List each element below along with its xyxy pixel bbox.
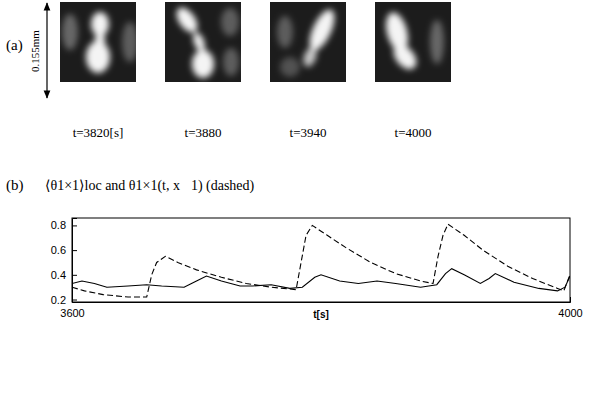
y-tick-mark [72, 250, 77, 251]
y-tick-label: 0.2 [51, 294, 66, 306]
y-tick-mark [72, 275, 77, 276]
plot-frame [72, 218, 570, 302]
y-tick: 0.8 [51, 219, 77, 231]
pattern-image [270, 2, 346, 82]
image-blob [280, 57, 300, 77]
panel-label: (b) [6, 177, 24, 194]
y-axis: 0.2 0.4 0.6 0.8 [51, 219, 77, 306]
image-blob [301, 46, 319, 69]
image-blob [192, 50, 214, 78]
image-time-label: t=3820[s] [73, 125, 124, 140]
image-blob [191, 31, 207, 53]
plot-area [72, 224, 570, 297]
pattern-image [165, 2, 241, 82]
y-axis-line [73, 219, 78, 303]
image-blobs [172, 4, 239, 78]
x-axis-line [73, 297, 571, 303]
image-time-label: t=3880 [185, 125, 222, 140]
image-time-label: t=4000 [395, 125, 432, 140]
image-ground [375, 2, 451, 82]
image-blobs [382, 10, 444, 73]
x-tick-label: 3600 [60, 307, 84, 319]
image-blob [305, 6, 340, 53]
figure: (a) 0.155mm t=3820[s] t=3880 t=3940 t=4000 (b)… [0, 0, 589, 405]
image-blob [172, 4, 201, 36]
x-tick-label: 4000 [558, 307, 582, 319]
pattern-image [375, 2, 451, 82]
y-tick-label: 0.4 [51, 269, 66, 281]
image-ground [270, 2, 346, 82]
y-tick-label: 0.8 [51, 219, 66, 231]
y-tick-mark [72, 225, 77, 226]
scale-arrow [46, 3, 47, 98]
pattern-image [60, 2, 138, 82]
image-blob [277, 16, 293, 48]
x-tick: 4000 [558, 297, 582, 319]
x-tick-mark [570, 297, 571, 302]
y-tick-label: 0.6 [51, 244, 66, 256]
image-blob [430, 20, 444, 64]
y-tick: 0.6 [51, 244, 77, 256]
image-blobs [277, 6, 339, 77]
image-blob [62, 14, 78, 50]
y-tick: 0.4 [51, 269, 77, 281]
x-axis-title: t[s] [313, 309, 329, 320]
image-blob [389, 40, 421, 73]
series-line [72, 224, 570, 297]
y-tick: 0.2 [51, 294, 77, 306]
y-tick-mark [72, 300, 77, 301]
chart-title: ⟨θ1×1⟩loc and θ1×1(t, x⃗1) (dashed) [45, 178, 255, 194]
series-line [72, 269, 570, 291]
image-ground [165, 2, 241, 82]
image-blob [223, 48, 239, 76]
panel-label: (a) [6, 37, 23, 54]
image-blob [122, 22, 138, 62]
image-time-label: t=3940 [290, 125, 327, 140]
scale-label: 0.155mm [29, 30, 41, 72]
image-blobs [62, 12, 138, 73]
image-blob [221, 8, 239, 36]
image-blob [95, 32, 105, 48]
